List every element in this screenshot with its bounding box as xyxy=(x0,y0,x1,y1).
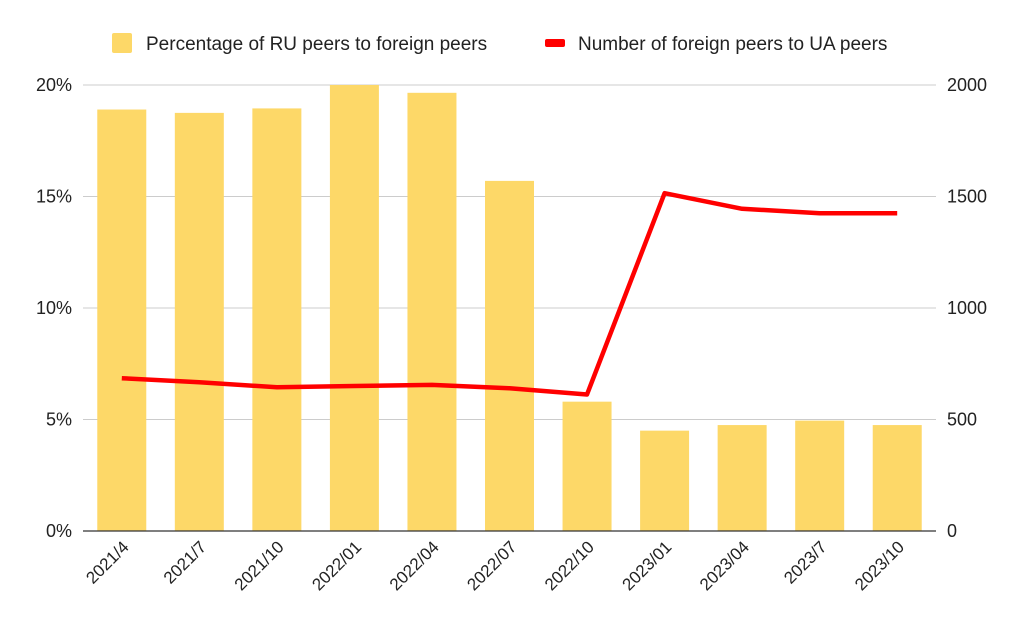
legend: Percentage of RU peers to foreign peers … xyxy=(112,33,887,55)
x-tick-label: 2022/01 xyxy=(308,537,365,594)
y-left-tick-label: 5% xyxy=(46,410,72,430)
bar xyxy=(407,92,457,532)
bar xyxy=(252,108,302,531)
legend-swatch-bars xyxy=(112,33,132,53)
bar xyxy=(640,430,690,531)
bar xyxy=(795,420,845,531)
x-tick-label: 2021/10 xyxy=(231,537,288,594)
y-left-tick-label: 15% xyxy=(36,187,72,207)
y-left-tick-label: 20% xyxy=(36,75,72,95)
bar xyxy=(562,401,612,531)
legend-label-line: Number of foreign peers to UA peers xyxy=(578,34,887,55)
bar-series xyxy=(97,85,922,532)
x-tick-label: 2023/01 xyxy=(619,537,676,594)
x-tick-label: 2023/7 xyxy=(780,537,830,587)
y-right-tick-label: 1500 xyxy=(947,187,987,207)
bar xyxy=(485,180,534,531)
bar xyxy=(329,85,379,531)
x-tick-label: 2022/07 xyxy=(463,537,520,594)
y-left-tick-label: 0% xyxy=(46,521,72,541)
bar xyxy=(174,112,224,531)
y-right-tick-label: 1000 xyxy=(947,298,987,318)
y-right-tick-label: 500 xyxy=(947,410,977,430)
y-left-tick-label: 10% xyxy=(36,298,72,318)
x-tick-label: 2022/10 xyxy=(541,537,598,594)
x-tick-label: 2023/10 xyxy=(851,537,908,594)
x-tick-label: 2022/04 xyxy=(386,537,443,594)
line-series xyxy=(121,190,898,397)
legend-label-bars: Percentage of RU peers to foreign peers xyxy=(146,34,487,55)
series-line xyxy=(121,190,898,397)
y-right-tick-label: 0 xyxy=(947,521,957,541)
legend-swatch-line xyxy=(545,39,565,47)
bar xyxy=(717,425,767,531)
x-tick-label: 2021/7 xyxy=(160,537,210,587)
bar xyxy=(872,425,922,531)
x-tick-label: 2023/04 xyxy=(696,537,753,594)
bar xyxy=(97,109,147,531)
y-right-tick-label: 2000 xyxy=(947,75,987,95)
x-tick-label: 2021/4 xyxy=(82,537,132,587)
